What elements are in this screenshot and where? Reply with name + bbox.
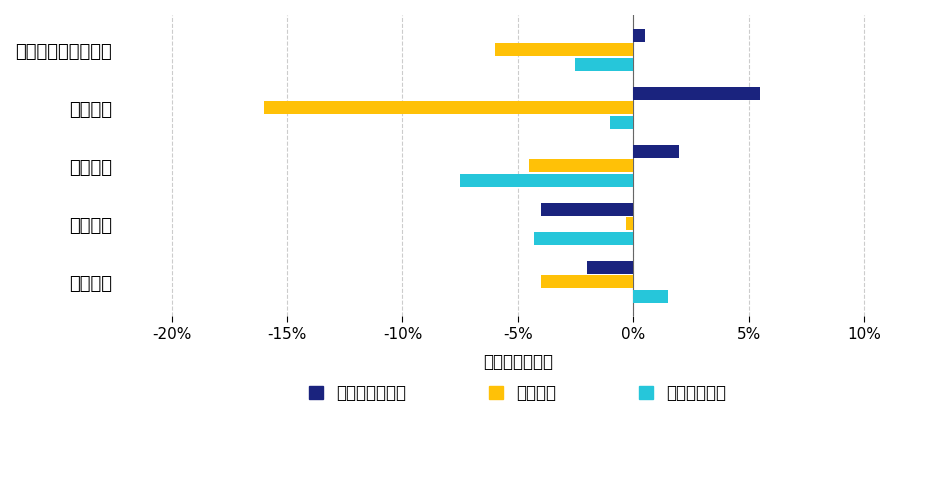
Bar: [634, 29, 645, 42]
Legend: 緩やかな正常化, 引き締め, ハト派的政策: 緩やかな正常化, 引き締め, ハト派的政策: [304, 379, 731, 407]
Bar: [541, 203, 634, 215]
Bar: [460, 174, 634, 186]
Bar: [534, 232, 634, 244]
Bar: [587, 261, 634, 273]
X-axis label: リターン（％）: リターン（％）: [483, 353, 553, 371]
Bar: [610, 116, 634, 128]
Bar: [634, 87, 760, 99]
Bar: [634, 290, 668, 302]
Bar: [529, 159, 634, 172]
Bar: [575, 58, 634, 71]
Bar: [626, 217, 634, 230]
Bar: [495, 43, 634, 56]
Bar: [264, 101, 634, 114]
Bar: [541, 275, 634, 288]
Bar: [634, 145, 679, 157]
